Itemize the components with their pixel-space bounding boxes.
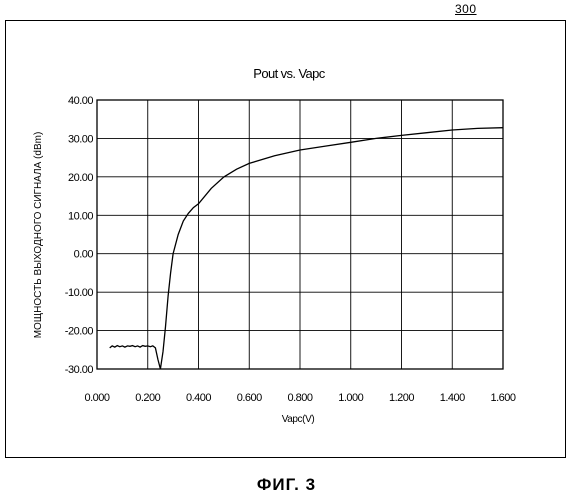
y-tick-label: 20.00 [68, 172, 93, 184]
figure-caption: ФИГ. 3 [0, 475, 573, 495]
y-tick-label: 30.00 [68, 133, 93, 145]
y-tick-label: 0.00 [74, 249, 94, 261]
x-tick-label: 1.200 [389, 392, 414, 404]
x-tick-label: 0.800 [287, 392, 312, 404]
y-tick-label: -20.00 [65, 326, 94, 338]
grid-lines [97, 100, 503, 369]
x-tick-labels: 0.000 0.200 0.400 0.600 0.800 1.000 1.200 1.400… [84, 392, 515, 404]
x-tick-label: 1.000 [338, 392, 363, 404]
x-tick-label: 0.400 [186, 392, 211, 404]
y-tick-label: 40.00 [68, 95, 93, 107]
series-line-pout [110, 128, 503, 369]
x-tick-label: 0.000 [84, 392, 109, 404]
x-axis-label: Vapc(V) [282, 414, 315, 425]
y-tick-label: -30.00 [65, 364, 94, 376]
y-tick-label: 10.00 [68, 210, 93, 222]
x-tick-label: 0.600 [237, 392, 262, 404]
y-axis-label: МОЩНОСТЬ ВЫХОДНОГО СИГНАЛА (dBm) [33, 132, 44, 339]
x-tick-label: 1.400 [440, 392, 465, 404]
x-tick-label: 0.200 [135, 392, 160, 404]
y-tick-label: -10.00 [65, 287, 94, 299]
x-tick-label: 1.600 [490, 392, 515, 404]
y-tick-labels: 40.00 30.00 20.00 10.00 0.00 -10.00 -20.00 -30.… [65, 95, 94, 376]
chart-title: Pout vs. Vapc [253, 66, 326, 81]
